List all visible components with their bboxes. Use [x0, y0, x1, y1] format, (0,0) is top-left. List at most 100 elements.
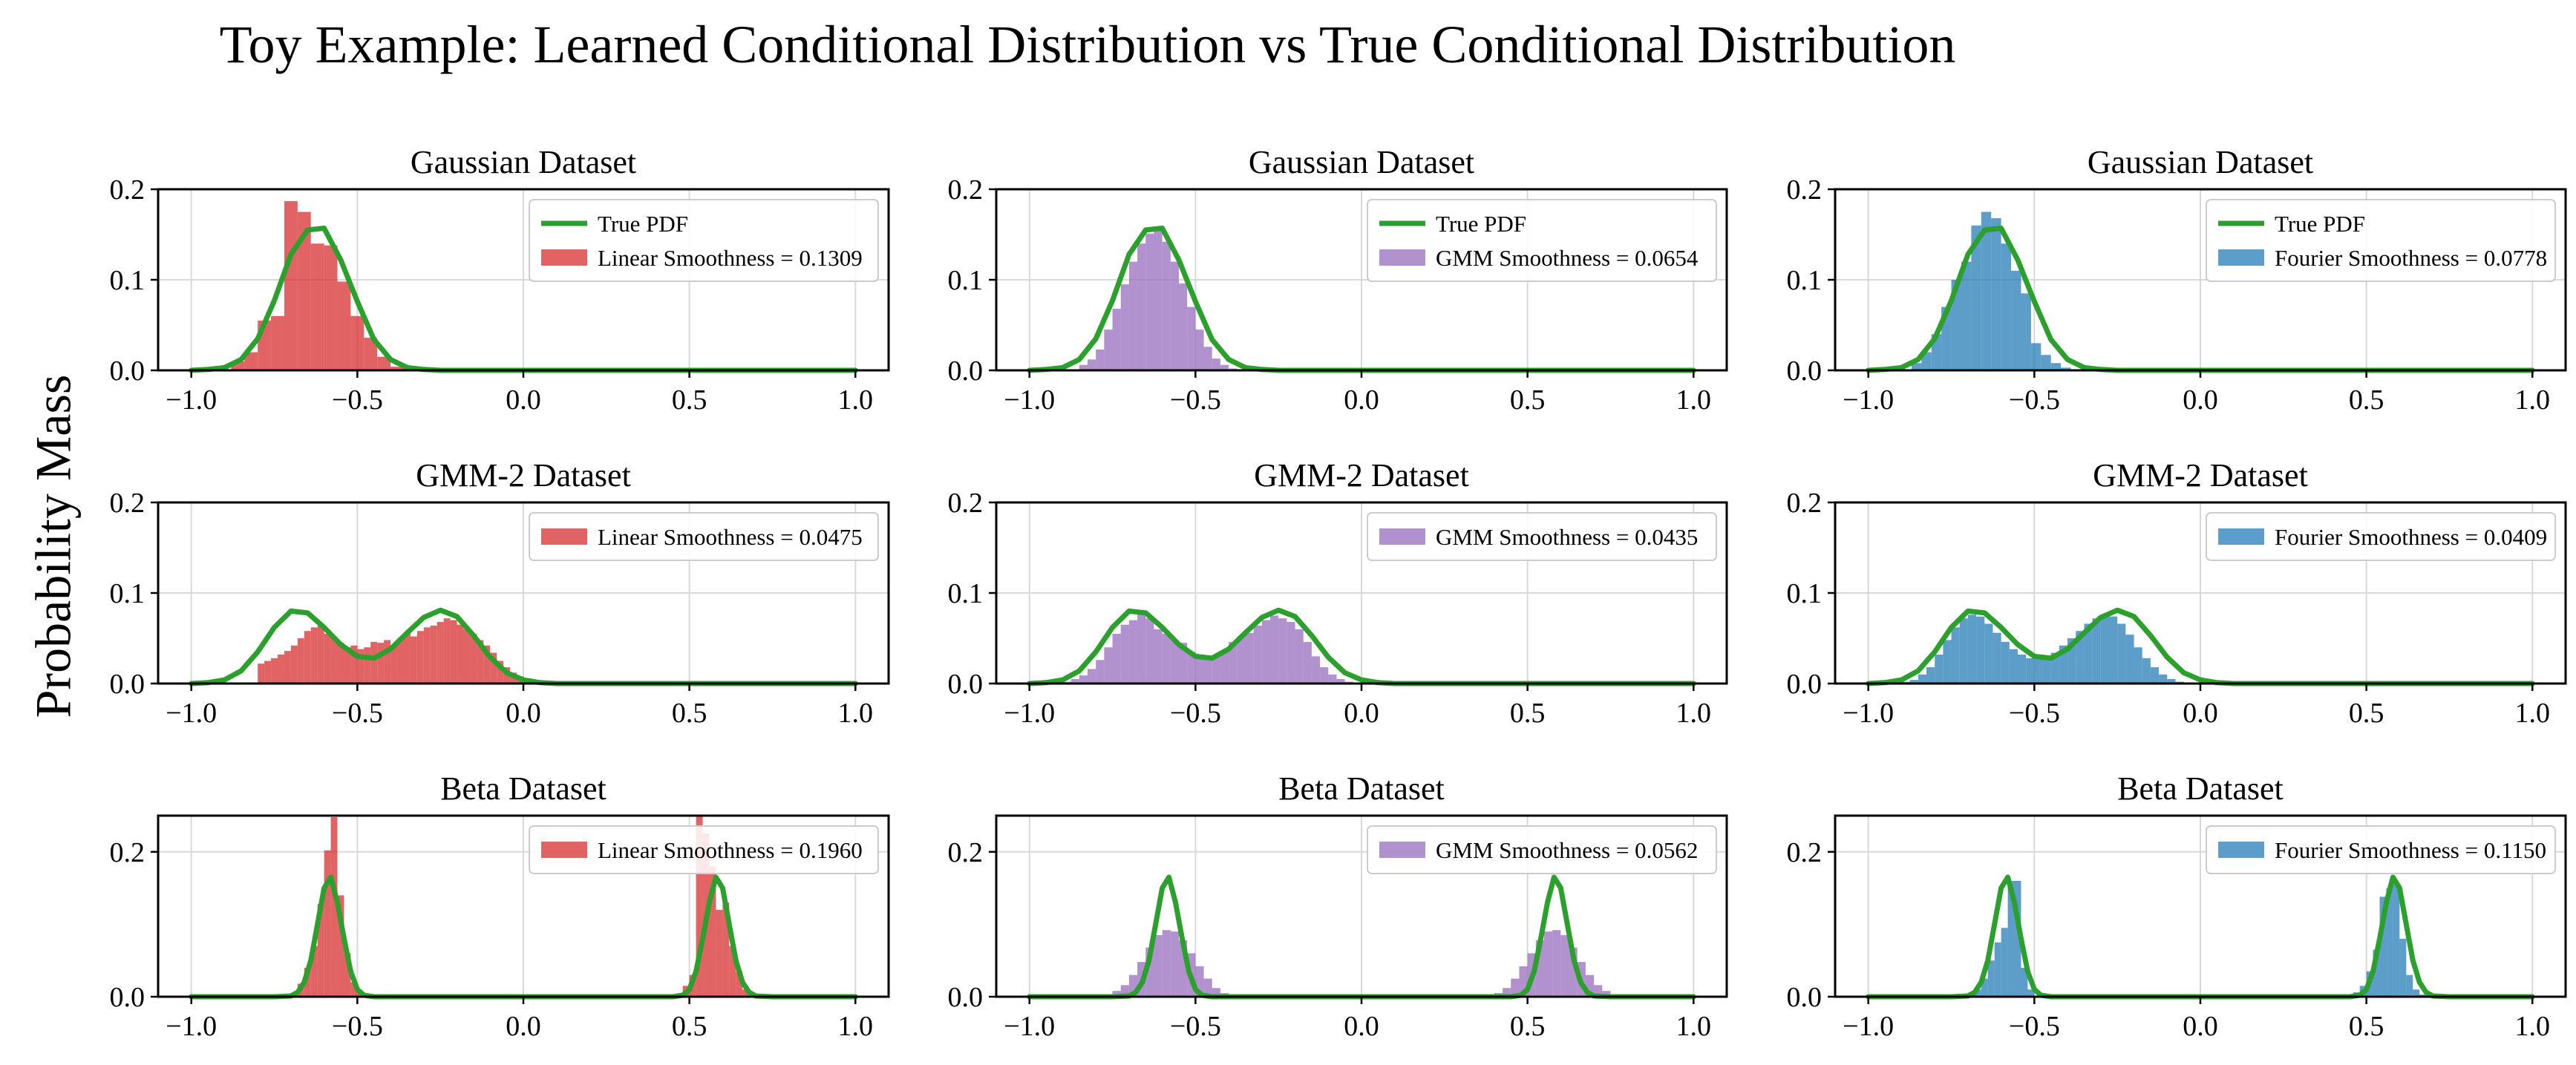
histogram-bar: [1154, 935, 1163, 997]
x-tick-label: 0.0: [506, 384, 541, 416]
legend: True PDF Fourier Smoothness = 0.0778: [2206, 199, 2556, 282]
histogram-bar: [416, 631, 424, 684]
histogram-bar: [1981, 978, 1988, 997]
x-tick-label: −0.5: [2009, 1011, 2060, 1042]
histogram-bar: [1911, 363, 1922, 370]
histogram-bar: [2100, 615, 2109, 684]
histogram-bar: [317, 904, 324, 997]
y-tick-label: 0.2: [110, 837, 146, 868]
x-tick-label: −1.0: [166, 698, 217, 729]
histogram-bar: [1245, 632, 1254, 684]
y-tick-label: 0.0: [110, 355, 146, 387]
histogram-bar: [297, 212, 311, 370]
x-tick-label: −0.5: [1170, 384, 1221, 416]
histogram-bar: [430, 625, 437, 684]
histogram-bar: [304, 631, 311, 684]
histogram-bar: [1170, 261, 1179, 370]
subplot-title: GMM-2 Dataset: [416, 457, 631, 494]
histogram-bar: [1137, 612, 1146, 684]
histogram-bar: [1096, 349, 1105, 370]
true-pdf-line: [189, 607, 858, 686]
x-tick-label: 1.0: [838, 698, 874, 729]
x-tick-label: −0.5: [2009, 698, 2060, 729]
histogram-bar: [1921, 352, 1932, 370]
subplot-title: Gaussian Dataset: [411, 144, 636, 180]
y-tick-label: 0.2: [948, 488, 984, 519]
histogram-bar: [1951, 627, 1960, 684]
histogram-bar: [1261, 620, 1270, 684]
y-tick-label: 0.2: [948, 837, 984, 868]
subplot-9: −1.0 −0.5 0.0 0.5 1.0 0.0 0.2 Beta Dataset Fouri…: [1787, 770, 2567, 1042]
histogram-bar: [2092, 618, 2101, 684]
histogram-bar: [2021, 967, 2028, 997]
histogram-bar: [344, 953, 351, 997]
histogram-bar: [317, 625, 324, 684]
x-tick-label: −1.0: [1843, 384, 1894, 416]
histogram-bar: [457, 624, 464, 684]
histogram-bar: [271, 658, 278, 684]
y-tick-label: 0.0: [1787, 355, 1823, 387]
y-tick-label: 0.1: [948, 578, 984, 609]
histogram-bar: [1112, 991, 1121, 997]
histogram-bar: [443, 618, 451, 684]
histogram-bar: [1212, 988, 1220, 997]
histogram-bar: [483, 645, 491, 684]
histogram-bar: [350, 315, 365, 370]
legend-label: Linear Smoothness = 0.1309: [598, 245, 863, 271]
legend: Linear Smoothness = 0.1960: [529, 825, 879, 874]
legend: GMM Smoothness = 0.0435: [1367, 512, 1717, 561]
histogram-bar: [1229, 641, 1238, 684]
histogram-bar: [742, 989, 750, 997]
histogram-bar: [1926, 667, 1935, 684]
histogram-bar: [310, 946, 318, 997]
histogram-bar: [2379, 897, 2387, 997]
subplot-7: −1.0 −0.5 0.0 0.5 1.0 0.0 0.2 Beta Dataset Linea…: [110, 770, 890, 1042]
histogram-bar: [1511, 978, 1520, 997]
histogram-bar: [1195, 330, 1204, 370]
histogram-bar: [729, 946, 736, 997]
histogram-bar: [1079, 364, 1088, 370]
histogram-bar: [1253, 625, 1262, 684]
x-tick-label: 1.0: [1676, 384, 1712, 416]
histogram-bar: [2393, 884, 2400, 997]
legend-patch-swatch: [541, 842, 587, 858]
histogram-bar: [1320, 667, 1329, 684]
histogram-bar: [1088, 669, 1096, 684]
legend-box: [2206, 512, 2556, 561]
histogram-bar: [410, 636, 417, 684]
histogram-bar: [1535, 940, 1544, 997]
x-tick-label: 0.0: [1344, 1011, 1379, 1042]
histogram-bar: [709, 866, 716, 997]
histogram-bar: [696, 816, 703, 997]
y-tick-label: 0.2: [110, 488, 146, 519]
histogram-bar: [2399, 938, 2407, 997]
histogram-bar: [423, 627, 431, 684]
legend-box: [1367, 825, 1717, 874]
x-tick-label: 0.5: [2349, 698, 2384, 729]
x-tick-label: 0.5: [2349, 1011, 2384, 1042]
histogram-bar: [2050, 652, 2059, 684]
legend-label: Linear Smoothness = 0.1960: [598, 837, 863, 863]
histogram-bar: [2134, 647, 2142, 684]
x-tick-label: 1.0: [2515, 384, 2551, 416]
histogram-bar: [470, 633, 477, 684]
histogram-bar: [2109, 616, 2118, 684]
histogram-bar: [2018, 654, 2027, 684]
x-tick-label: 0.0: [2183, 384, 2218, 416]
legend: Linear Smoothness = 0.0475: [529, 512, 879, 561]
histogram-bar: [2150, 667, 2160, 684]
legend-box: [529, 512, 879, 561]
histogram-bar: [1162, 633, 1171, 684]
histogram-bar: [1503, 988, 1511, 997]
histogram-bar: [2059, 645, 2068, 684]
histogram-bar: [1195, 656, 1204, 684]
true-pdf-line: [1866, 607, 2535, 686]
histogram-bar: [2042, 657, 2051, 684]
histogram-bar: [1278, 618, 1287, 684]
x-tick-label: 1.0: [1676, 1011, 1712, 1042]
histogram-bar: [1104, 647, 1113, 684]
x-tick-label: 0.5: [1510, 698, 1546, 729]
histogram-bar: [1981, 212, 1992, 370]
subplot-3: −1.0 −0.5 0.0 0.5 1.0 0.0 0.1 0.2 Gaussian Datas…: [1787, 144, 2567, 416]
y-tick-label: 0.2: [1787, 488, 1823, 519]
